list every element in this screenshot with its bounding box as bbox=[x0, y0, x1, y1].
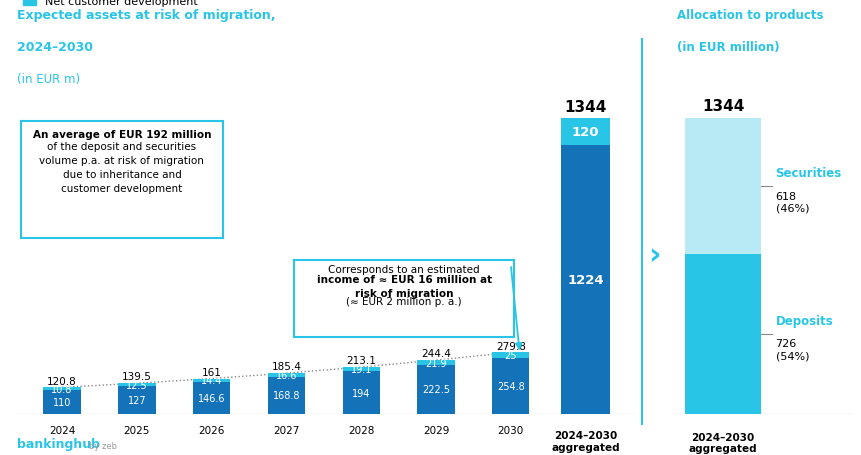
Text: bankinghub: bankinghub bbox=[17, 437, 100, 450]
Text: 2024–2030
aggregated: 2024–2030 aggregated bbox=[550, 430, 619, 452]
Text: 185.4: 185.4 bbox=[271, 362, 301, 372]
Text: 213.1: 213.1 bbox=[346, 355, 375, 365]
Text: 194: 194 bbox=[351, 388, 370, 398]
Bar bbox=[118, 384, 155, 386]
Legend: Heirs, Net customer development: Heirs, Net customer development bbox=[22, 0, 197, 7]
Bar bbox=[342, 371, 380, 414]
Bar bbox=[193, 382, 230, 414]
Bar bbox=[561, 119, 609, 145]
Text: 1224: 1224 bbox=[567, 273, 604, 286]
Text: 14.4: 14.4 bbox=[201, 375, 222, 385]
Bar bbox=[417, 365, 454, 414]
Bar bbox=[118, 386, 155, 414]
Text: 120.8: 120.8 bbox=[47, 376, 77, 386]
Bar bbox=[684, 119, 760, 255]
Text: of the deposit and securities
volume p.a. at risk of migration
due to inheritanc: of the deposit and securities volume p.a… bbox=[40, 142, 204, 193]
Text: Securities: Securities bbox=[775, 167, 841, 180]
Bar bbox=[268, 373, 305, 377]
Bar bbox=[268, 377, 305, 414]
Text: 2024: 2024 bbox=[49, 425, 75, 435]
Text: Corresponds to an estimated: Corresponds to an estimated bbox=[328, 265, 480, 275]
Bar bbox=[684, 255, 760, 414]
Text: income of ≈ EUR 16 million at
risk of migration: income of ≈ EUR 16 million at risk of mi… bbox=[316, 274, 491, 298]
Text: Expected assets at risk of migration,: Expected assets at risk of migration, bbox=[17, 9, 276, 22]
Text: 254.8: 254.8 bbox=[496, 381, 524, 391]
FancyBboxPatch shape bbox=[21, 122, 223, 238]
Text: 10.8: 10.8 bbox=[52, 384, 72, 394]
Text: 244.4: 244.4 bbox=[420, 349, 450, 359]
Bar bbox=[43, 390, 81, 414]
Text: 1344: 1344 bbox=[564, 100, 606, 115]
Text: 110: 110 bbox=[53, 397, 71, 407]
Text: 21.9: 21.9 bbox=[424, 358, 446, 368]
Text: ›: › bbox=[647, 240, 660, 269]
Text: Deposits: Deposits bbox=[775, 315, 833, 328]
Text: 25: 25 bbox=[504, 350, 517, 360]
Text: 2024–2030
aggregated: 2024–2030 aggregated bbox=[688, 432, 757, 453]
Text: An average of EUR 192 million: An average of EUR 192 million bbox=[33, 130, 211, 140]
Text: (in EUR m): (in EUR m) bbox=[17, 73, 80, 86]
Text: 19.1: 19.1 bbox=[350, 364, 371, 374]
Text: 2028: 2028 bbox=[348, 425, 374, 435]
Text: 161: 161 bbox=[201, 367, 221, 377]
Bar bbox=[342, 367, 380, 371]
Text: 16.6: 16.6 bbox=[276, 370, 297, 380]
FancyBboxPatch shape bbox=[294, 260, 514, 337]
Text: 168.8: 168.8 bbox=[272, 390, 300, 400]
Bar bbox=[561, 145, 609, 414]
Text: 279.8: 279.8 bbox=[495, 341, 525, 351]
Text: 1344: 1344 bbox=[701, 98, 743, 113]
Text: (in EUR million): (in EUR million) bbox=[676, 41, 778, 54]
Text: by zeb: by zeb bbox=[89, 440, 116, 450]
Text: 2024–2030: 2024–2030 bbox=[17, 41, 93, 54]
Text: 12.5: 12.5 bbox=[126, 380, 147, 390]
Text: 120: 120 bbox=[571, 126, 598, 138]
Text: 726
(54%): 726 (54%) bbox=[775, 339, 808, 360]
Text: Allocation to products: Allocation to products bbox=[676, 9, 822, 22]
Bar bbox=[492, 353, 529, 358]
Bar bbox=[492, 358, 529, 414]
Bar bbox=[193, 379, 230, 382]
Text: 146.6: 146.6 bbox=[198, 393, 225, 403]
Text: 2029: 2029 bbox=[422, 425, 449, 435]
Bar bbox=[417, 360, 454, 365]
Text: 2026: 2026 bbox=[198, 425, 225, 435]
Text: 222.5: 222.5 bbox=[422, 384, 449, 394]
Text: 127: 127 bbox=[127, 395, 146, 405]
Text: (≈ EUR 2 million p. a.): (≈ EUR 2 million p. a.) bbox=[346, 297, 461, 307]
Text: 2027: 2027 bbox=[273, 425, 300, 435]
Text: 2025: 2025 bbox=[123, 425, 150, 435]
Text: 139.5: 139.5 bbox=[121, 372, 152, 382]
Text: 2030: 2030 bbox=[497, 425, 523, 435]
Bar bbox=[43, 388, 81, 390]
Text: 618
(46%): 618 (46%) bbox=[775, 191, 808, 212]
